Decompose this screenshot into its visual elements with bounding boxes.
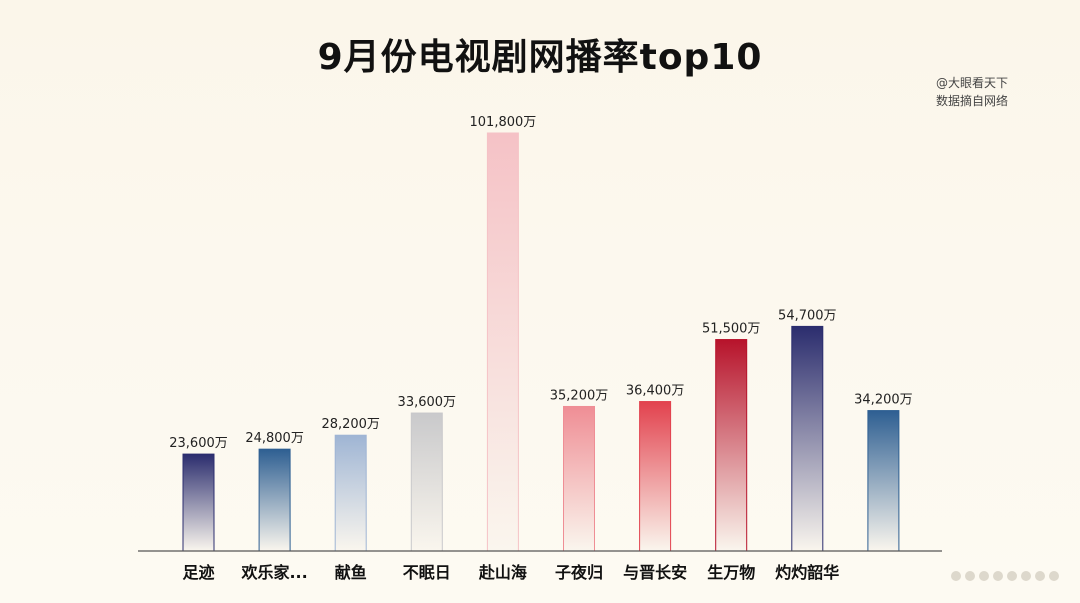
category-label-2: 欢乐家...	[240, 563, 307, 582]
value-label-2: 24,800万	[245, 431, 304, 446]
source-note: @大眼看天下 数据摘自网络	[936, 74, 1066, 110]
source-line-author: @大眼看天下	[936, 76, 1009, 90]
category-label-7: 与晋长安	[623, 563, 687, 582]
source-line-origin: 数据摘自网络	[936, 94, 1009, 108]
value-label-1: 23,600万	[169, 436, 228, 451]
category-label-4: 不眠日	[403, 563, 451, 582]
chart-title: 9月份电视剧网播率top10	[317, 37, 763, 78]
bar-5	[486, 132, 519, 552]
value-label-10: 34,200万	[854, 393, 913, 408]
category-label-1: 足迹	[182, 563, 214, 582]
value-label-6: 35,200万	[550, 388, 609, 403]
value-label-9: 54,700万	[778, 308, 837, 323]
category-label-6: 子夜归	[555, 563, 603, 582]
category-label-5: 赴山海	[478, 563, 527, 582]
value-label-4: 33,600万	[398, 395, 457, 410]
bar-1	[182, 453, 215, 552]
value-label-8: 51,500万	[702, 322, 761, 337]
watermark-dots	[951, 571, 1059, 581]
value-label-3: 28,200万	[321, 417, 380, 432]
bar-2	[258, 448, 291, 552]
bar-7	[639, 401, 672, 552]
category-label-8: 生万物	[707, 563, 755, 582]
category-label-3: 献鱼	[335, 563, 367, 582]
bar-10	[867, 410, 900, 552]
category-label-9: 灼灼韶华	[775, 563, 839, 582]
bar-6	[563, 405, 595, 552]
value-label-7: 36,400万	[626, 384, 685, 399]
bar-3	[334, 434, 367, 552]
bar-4	[410, 412, 443, 552]
bar-9	[791, 325, 824, 552]
bar-8	[715, 339, 748, 552]
value-label-5: 101,800万	[470, 115, 537, 130]
